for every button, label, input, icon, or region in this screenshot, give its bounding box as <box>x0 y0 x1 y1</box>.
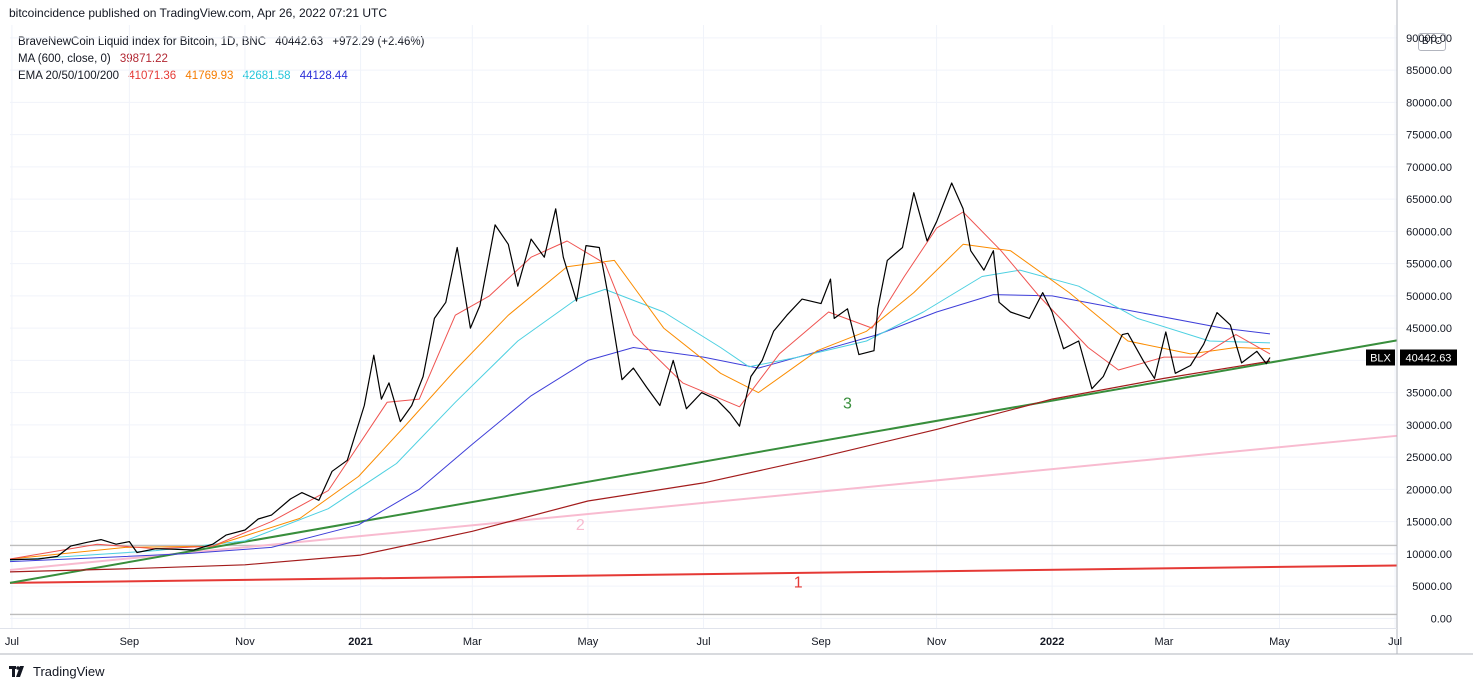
symbol-badge-bg <box>1366 349 1395 366</box>
y-tick-label: 75000.00 <box>1406 130 1452 142</box>
y-tick-label: 80000.00 <box>1406 97 1452 109</box>
ma-value: 39871.22 <box>119 53 168 65</box>
series-ema20[interactable] <box>9 211 1271 560</box>
y-tick-label: 35000.00 <box>1406 388 1452 400</box>
x-tick-label: Sep <box>811 636 831 648</box>
y-tick-label: 20000.00 <box>1406 484 1452 496</box>
legend-ema-row[interactable]: EMA 20/50/100/200 41071.36 41769.93 4268… <box>18 68 424 85</box>
y-tick-label: 50000.00 <box>1406 291 1452 303</box>
y-tick-label: 25000.00 <box>1406 452 1452 464</box>
trendline-1[interactable] <box>9 564 1398 584</box>
y-tick-label: 90000.00 <box>1406 33 1452 45</box>
series-ema50[interactable] <box>9 243 1271 560</box>
x-tick-label: May <box>1269 636 1290 648</box>
x-tick-label: Sep <box>120 636 140 648</box>
x-tick-label: May <box>578 636 599 648</box>
ma-label: MA (600, close, 0) <box>18 53 111 65</box>
ema20-value: 41071.36 <box>128 70 177 82</box>
chart-legend: BraveNewCoin Liquid Index for Bitcoin, 1… <box>18 34 424 85</box>
x-tick-label: Mar <box>463 636 482 648</box>
trendline-label-3: 3 <box>843 396 852 413</box>
last-price-badge-value: 40442.63 <box>1406 353 1452 365</box>
symbol-value: 40442.63 <box>275 36 324 48</box>
trendline-2[interactable] <box>9 434 1398 571</box>
x-tick-label: Nov <box>927 636 947 648</box>
tradingview-logo[interactable]: TradingView <box>9 664 105 679</box>
trendline-label-2: 2 <box>576 517 585 534</box>
legend-ma-row[interactable]: MA (600, close, 0) 39871.22 <box>18 51 424 68</box>
ema200-value: 44128.44 <box>299 70 348 82</box>
legend-symbol-row[interactable]: BraveNewCoin Liquid Index for Bitcoin, 1… <box>18 34 424 51</box>
x-tick-label: Jul <box>1388 636 1402 648</box>
ema-label: EMA 20/50/100/200 <box>18 70 120 82</box>
tradingview-logo-text: TradingView <box>33 664 105 679</box>
series-ema200[interactable] <box>9 294 1271 563</box>
trendline-3[interactable] <box>9 339 1398 584</box>
y-tick-label: 15000.00 <box>1406 517 1452 529</box>
x-tick-label: Mar <box>1154 636 1173 648</box>
x-tick-label: Jul <box>5 636 19 648</box>
currency-badge[interactable]: BTC <box>1418 33 1446 51</box>
y-tick-label: 10000.00 <box>1406 549 1452 561</box>
tradingview-logo-icon <box>9 665 24 677</box>
x-tick-label: Nov <box>235 636 255 648</box>
series-price[interactable] <box>9 182 1271 561</box>
x-tick-label: 2022 <box>1040 636 1064 648</box>
symbol-change: +972.29 (+2.46%) <box>332 36 425 48</box>
y-tick-label: 70000.00 <box>1406 162 1452 174</box>
y-tick-label: 0.00 <box>1431 613 1452 625</box>
series-ema100[interactable] <box>9 269 1271 561</box>
symbol-badge-label: BLX <box>1370 353 1391 365</box>
y-tick-label: 55000.00 <box>1406 259 1452 271</box>
trendline-label-1: 1 <box>794 574 803 591</box>
y-tick-label: 45000.00 <box>1406 323 1452 335</box>
x-tick-label: Jul <box>696 636 710 648</box>
publisher-header: bitcoincidence published on TradingView.… <box>9 6 388 20</box>
ema50-value: 41769.93 <box>185 70 234 82</box>
y-tick-label: 85000.00 <box>1406 65 1452 77</box>
y-tick-label: 5000.00 <box>1412 581 1452 593</box>
last-price-badge-bg <box>1400 349 1457 366</box>
symbol-label: BraveNewCoin Liquid Index for Bitcoin, 1… <box>18 36 267 48</box>
ema100-value: 42681.58 <box>242 70 291 82</box>
y-tick-label: 30000.00 <box>1406 420 1452 432</box>
series-ma600[interactable] <box>9 360 1271 573</box>
y-tick-label: 65000.00 <box>1406 194 1452 206</box>
x-tick-label: 2021 <box>348 636 372 648</box>
y-tick-label: 60000.00 <box>1406 226 1452 238</box>
